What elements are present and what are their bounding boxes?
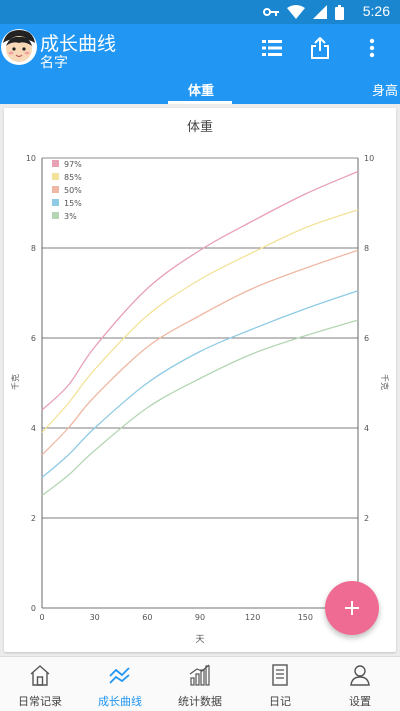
app-bar: 成长曲线 名字 [0, 24, 400, 72]
signal-icon [313, 5, 327, 19]
nav-label: 统计数据 [178, 695, 222, 708]
y-tick-label-right: 4 [364, 424, 369, 433]
nav-label: 日常记录 [18, 695, 62, 708]
chart-series [41, 170, 359, 497]
y-tick-label: 6 [31, 334, 36, 343]
series-line [41, 209, 359, 433]
tab-indicator [168, 101, 232, 104]
nav-growth-curve[interactable]: 成长曲线 [80, 657, 160, 711]
legend-label: 97% [64, 160, 82, 169]
y-tick-label: 8 [31, 244, 36, 253]
avatar[interactable] [0, 28, 38, 66]
app-title: 成长曲线 [40, 33, 117, 55]
y-tick-label-right: 2 [364, 514, 369, 523]
trend-icon [109, 667, 130, 684]
legend-swatch [52, 173, 59, 180]
series-line [41, 290, 359, 478]
tab-weight[interactable]: 体重 [188, 84, 215, 99]
y-tick-label: 2 [31, 514, 36, 523]
legend-swatch [52, 160, 59, 167]
x-tick-label: 0 [39, 613, 44, 622]
y-axis-label-right: 千克 [380, 374, 390, 390]
y-tick-label: 0 [31, 604, 36, 613]
chart-tick-labels: 002244668810100306090120150180 [26, 154, 374, 622]
legend-label: 85% [64, 173, 82, 182]
home-icon [30, 665, 50, 686]
x-axis-label: 天 [195, 635, 204, 645]
nav-daily-records[interactable]: 日常记录 [0, 657, 80, 711]
nav-settings[interactable]: 设置 [320, 657, 400, 711]
nav-label: 成长曲线 [98, 695, 142, 708]
bottom-nav: 日常记录 成长曲线 统计数据 日记 设置 [0, 656, 400, 711]
y-tick-label-right: 6 [364, 334, 369, 343]
x-tick-label: 120 [245, 613, 260, 622]
chart-axes [41, 158, 359, 609]
y-tick-label-right: 10 [364, 154, 374, 163]
y-tick-label: 10 [26, 154, 36, 163]
x-tick-label: 90 [195, 613, 205, 622]
user-settings-icon [350, 665, 370, 686]
list-button[interactable] [260, 36, 284, 60]
share-button[interactable] [308, 36, 332, 60]
growth-chart: 体重 002244668810100306090120150180 97%85%… [10, 119, 390, 645]
legend-swatch [52, 186, 59, 193]
bar-chart-icon [189, 664, 210, 686]
x-tick-label: 30 [90, 613, 100, 622]
battery-icon [335, 4, 344, 20]
legend-swatch [52, 199, 59, 206]
legend-label: 3% [64, 212, 77, 221]
status-bar: 5:26 [0, 0, 400, 24]
x-tick-label: 150 [298, 613, 313, 622]
key-icon [263, 8, 279, 16]
more-button[interactable] [360, 36, 384, 60]
tab-height[interactable]: 身高 [372, 84, 399, 99]
y-tick-label-right: 8 [364, 244, 369, 253]
nav-diary[interactable]: 日记 [240, 657, 320, 711]
status-time: 5:26 [362, 3, 390, 19]
share-icon [311, 37, 329, 59]
nav-label: 设置 [349, 695, 371, 708]
legend-label: 15% [64, 199, 82, 208]
y-axis-label-left: 千克 [10, 374, 20, 390]
chart-title: 体重 [187, 119, 213, 135]
series-line [41, 170, 359, 411]
y-tick-label: 4 [31, 424, 36, 433]
chart-grid [42, 157, 358, 519]
nav-statistics[interactable]: 统计数据 [160, 657, 240, 711]
plus-icon [345, 601, 359, 615]
chart-legend: 97% 85% 50% 15% 3% [52, 160, 82, 221]
more-vert-icon [369, 38, 375, 58]
wifi-icon [287, 5, 305, 19]
nav-label: 日记 [269, 695, 291, 708]
diary-icon [272, 664, 288, 686]
x-tick-label: 60 [142, 613, 152, 622]
list-icon [262, 40, 282, 56]
legend-label: 50% [64, 186, 82, 195]
status-icons [263, 4, 344, 20]
series-line [41, 319, 359, 497]
app-subtitle: 名字 [40, 55, 68, 71]
chart-card: 体重 002244668810100306090120150180 97%85%… [4, 108, 396, 652]
tab-bar: 体重 身高 [0, 72, 400, 104]
add-record-button[interactable] [325, 581, 379, 635]
legend-swatch [52, 212, 59, 219]
series-line [41, 249, 359, 456]
